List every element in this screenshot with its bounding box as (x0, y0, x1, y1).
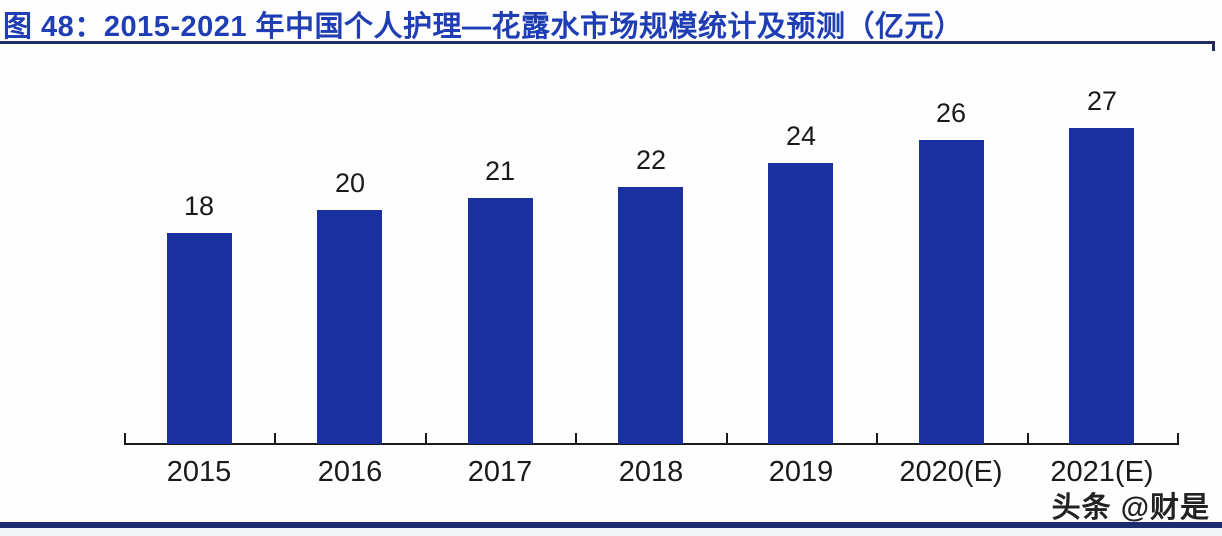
bar-value-label: 27 (1086, 86, 1118, 116)
bar-2017 (468, 198, 533, 444)
x-axis-label: 2017 (467, 456, 533, 488)
x-axis-tick (726, 433, 728, 444)
title-divider (0, 41, 1215, 51)
x-axis-tick (1027, 433, 1029, 444)
x-axis-tick (274, 433, 276, 444)
bar-2021(E) (1069, 128, 1134, 444)
bar-chart: 18 2015 20 2016 21 2017 22 2018 24 2019 26 2020(E) 2… (0, 44, 1222, 494)
bar-2018 (618, 187, 683, 444)
bar-value-label: 22 (635, 145, 667, 175)
bar-2020(E) (919, 140, 984, 444)
x-axis-tick (876, 433, 878, 444)
x-axis-label: 2015 (166, 456, 232, 488)
bar-value-label: 24 (785, 121, 817, 151)
x-axis-tick (425, 433, 427, 444)
x-axis-label: 2016 (317, 456, 383, 488)
x-axis-tick (1177, 433, 1179, 444)
bar-value-label: 20 (334, 168, 366, 198)
x-axis-label: 2019 (768, 456, 834, 488)
bar-2019 (768, 163, 833, 444)
x-axis-tick (575, 433, 577, 444)
bottom-strip (0, 528, 1222, 536)
figure-title: 图 48：2015-2021 年中国个人护理—花露水市场规模统计及预测（亿元） (3, 11, 964, 43)
bar-value-label: 26 (935, 98, 967, 128)
x-axis-tick (124, 433, 126, 444)
x-axis-line (124, 443, 1179, 445)
title-divider-end-hook (1212, 41, 1215, 51)
x-axis-label: 2018 (618, 456, 684, 488)
x-axis-label: 2020(E) (899, 456, 1003, 488)
figure-header: 图 48：2015-2021 年中国个人护理—花露水市场规模统计及预测（亿元） (0, 0, 1222, 43)
bar-value-label: 21 (484, 156, 516, 186)
bottom-divider (0, 522, 1222, 528)
bar-value-label: 18 (183, 191, 215, 221)
bar-2015 (167, 233, 232, 444)
x-axis-label: 2021(E) (1050, 456, 1154, 488)
bar-2016 (317, 210, 382, 444)
watermark-text: 头条 @财是 (1051, 492, 1210, 524)
